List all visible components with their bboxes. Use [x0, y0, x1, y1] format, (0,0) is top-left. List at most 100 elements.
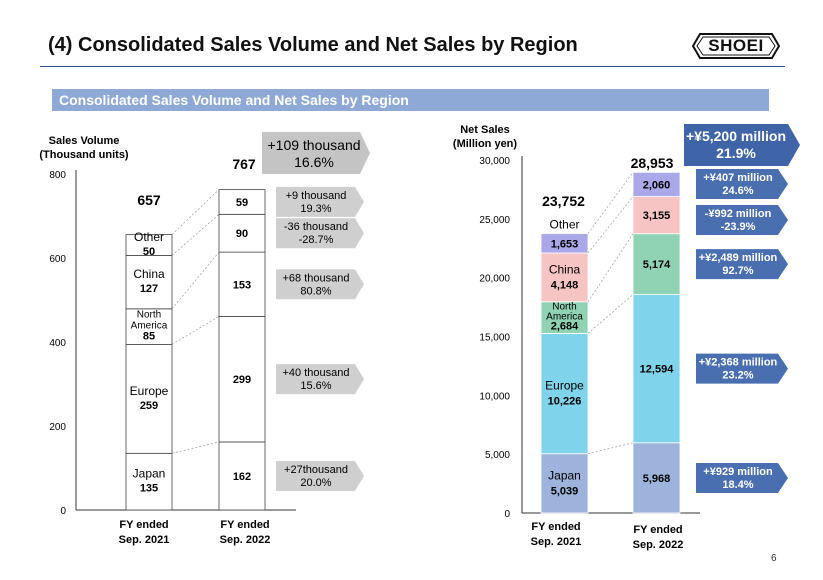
sales-y-tick-label: 15,000 — [479, 333, 510, 344]
volume-connector-line — [171, 214, 220, 256]
sales-value-label: 4,148 — [551, 279, 579, 291]
sales-connector-line — [587, 442, 634, 455]
volume-change-percent: 80.8% — [300, 285, 331, 297]
sales-region-label: North — [552, 302, 576, 313]
volume-total-change-amount: +109 thousand — [267, 137, 360, 153]
sales-change-arrow-japan — [696, 463, 788, 493]
volume-value-label: 299 — [233, 374, 251, 386]
volume-total-change-arrow — [262, 132, 370, 174]
volume-connector-line — [171, 251, 220, 310]
volume-value-label: 162 — [233, 471, 251, 483]
volume-value-label: 153 — [233, 279, 251, 291]
volume-change-amount: +40 thousand — [283, 367, 350, 379]
volume-x-category-label: Sep. 2021 — [119, 534, 170, 546]
page-number: 6 — [771, 553, 777, 564]
sales-change-percent: 92.7% — [722, 265, 753, 277]
sales-value-label: 1,653 — [551, 238, 579, 250]
sales-region-label: Japan — [548, 468, 581, 482]
sales-change-arrow-china — [696, 205, 788, 235]
volume-connector-line — [171, 189, 220, 235]
shoei-logo: SHOEI — [691, 33, 781, 59]
volume-value-label: 90 — [236, 228, 248, 240]
volume-value-label: 85 — [143, 331, 155, 343]
volume-x-category-label: Sep. 2022 — [220, 534, 271, 546]
volume-change-arrow-north-america — [276, 269, 364, 300]
volume-total-label-2021: 657 — [137, 192, 161, 208]
sales-region-label: Europe — [545, 379, 584, 393]
sales-bar-japan-2022 — [632, 442, 681, 514]
volume-y-tick-label: 600 — [49, 254, 66, 265]
sales-connector-line — [587, 196, 634, 254]
volume-change-amount: +9 thousand — [286, 190, 347, 202]
volume-y-tick-label: 800 — [49, 170, 66, 181]
volume-bar-japan-2022 — [218, 441, 266, 511]
sales-x-category-label: Sep. 2021 — [531, 536, 582, 548]
volume-value-label: 259 — [140, 400, 158, 412]
sales-value-label: 2,684 — [551, 321, 579, 333]
volume-region-label: North — [137, 310, 161, 321]
volume-change-arrow-europe — [276, 364, 364, 395]
volume-value-label: 135 — [140, 483, 158, 495]
sales-bar-china-2021 — [540, 252, 589, 303]
sales-bar-japan-2021 — [540, 453, 589, 514]
volume-bar-other-2022 — [218, 189, 266, 215]
volume-bar-europe-2021 — [125, 344, 173, 454]
volume-y-tick-label: 400 — [49, 338, 66, 349]
sales-bar-europe-2021 — [540, 332, 589, 455]
volume-connector-line — [171, 441, 220, 454]
sales-change-arrow-europe — [696, 353, 788, 384]
sales-change-amount: -¥992 million — [705, 208, 772, 220]
sales-change-percent: -23.9% — [721, 221, 756, 233]
volume-change-amount: +68 thousand — [283, 272, 350, 284]
sales-change-percent: 24.6% — [722, 185, 753, 197]
sales-y-axis-label: (Million yen) — [453, 138, 518, 150]
volume-y-axis-label: (Thousand units) — [39, 149, 129, 161]
sales-x-category-label: Sep. 2022 — [633, 539, 684, 551]
title-divider — [40, 66, 785, 67]
sales-connector-line — [587, 294, 634, 334]
sales-total-change-amount: +¥5,200 million — [686, 128, 786, 144]
sales-total-change-arrow — [684, 124, 800, 166]
sales-region-label: America — [546, 312, 583, 323]
sales-value-label: 5,968 — [643, 473, 671, 485]
sales-change-percent: 23.2% — [722, 370, 753, 382]
sales-region-label: China — [549, 262, 581, 276]
volume-x-category-label: FY ended — [119, 519, 168, 531]
volume-value-label: 59 — [236, 197, 248, 209]
volume-change-percent: 15.6% — [300, 380, 331, 392]
sales-change-arrow-other — [696, 169, 788, 199]
volume-change-arrow-other — [276, 186, 364, 217]
volume-total-change-percent: 16.6% — [294, 154, 334, 170]
sales-bar-other-2022 — [632, 171, 681, 197]
sales-connector-line — [587, 172, 634, 234]
volume-bar-china-2022 — [218, 213, 266, 253]
sales-value-label: 3,155 — [643, 210, 671, 222]
sales-change-amount: +¥2,368 million — [699, 357, 778, 369]
sales-change-amount: +¥407 million — [703, 172, 773, 184]
sales-total-label-2022: 28,953 — [631, 155, 674, 171]
volume-value-label: 50 — [143, 246, 155, 258]
sales-y-tick-label: 10,000 — [479, 391, 510, 402]
sales-y-tick-label: 20,000 — [479, 274, 510, 285]
sales-y-tick-label: 5,000 — [485, 450, 510, 461]
sales-bar-europe-2022 — [632, 294, 681, 444]
sales-value-label: 5,174 — [643, 259, 671, 271]
volume-value-label: 127 — [140, 283, 158, 295]
sales-chart-title: Net Sales — [460, 124, 510, 136]
volume-change-percent: 19.3% — [300, 203, 331, 215]
sales-change-percent: 18.4% — [722, 479, 753, 491]
volume-chart-title: Sales Volume — [49, 135, 120, 147]
volume-y-tick-label: 0 — [60, 506, 66, 517]
sales-value-label: 10,226 — [548, 396, 582, 408]
volume-region-label: Japan — [133, 467, 166, 481]
volume-change-arrow-china — [276, 218, 364, 249]
volume-bar-other-2021 — [125, 234, 173, 256]
logo-badge-shape — [691, 33, 781, 59]
volume-region-label: America — [131, 321, 168, 332]
sales-region-label: Other — [549, 218, 579, 232]
sales-x-category-label: FY ended — [531, 521, 580, 533]
sales-value-label: 12,594 — [640, 364, 675, 376]
volume-change-percent: -28.7% — [299, 234, 334, 246]
volume-connector-line — [171, 316, 220, 345]
